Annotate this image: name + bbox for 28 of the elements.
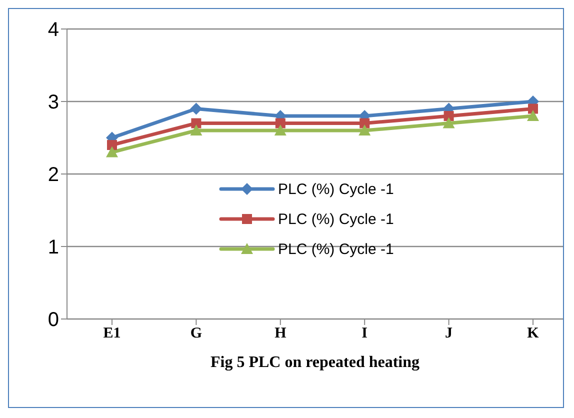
legend-label: PLC (%) Cycle -1 bbox=[278, 210, 394, 228]
y-tick-label: 3 bbox=[48, 92, 59, 114]
x-tick-label: H bbox=[274, 326, 287, 342]
point bbox=[442, 117, 455, 128]
point bbox=[106, 146, 118, 158]
point bbox=[360, 118, 370, 128]
point bbox=[191, 118, 202, 128]
x-tick-label: I bbox=[362, 326, 368, 342]
x-tick-label: K bbox=[527, 326, 540, 342]
point bbox=[527, 110, 539, 121]
point bbox=[107, 140, 117, 150]
legend-label: PLC (%) Cycle -1 bbox=[278, 180, 394, 198]
y-tick-label: 2 bbox=[48, 164, 59, 186]
point bbox=[274, 124, 286, 136]
point bbox=[190, 102, 202, 115]
point bbox=[358, 124, 371, 136]
legend-label: PLC (%) Cycle -1 bbox=[278, 240, 394, 258]
x-tick-label: G bbox=[190, 326, 202, 342]
y-tick-label: 4 bbox=[48, 19, 59, 42]
point bbox=[190, 124, 202, 136]
point bbox=[444, 111, 454, 121]
y-tick-label: 0 bbox=[48, 309, 59, 332]
point bbox=[275, 118, 286, 128]
point bbox=[528, 104, 538, 114]
x-tick-label: E1 bbox=[103, 326, 121, 342]
y-tick-label: 1 bbox=[48, 236, 59, 259]
text: Fig 5 PLC on repeated heating bbox=[209, 354, 421, 372]
x-tick-label: J bbox=[445, 326, 454, 342]
